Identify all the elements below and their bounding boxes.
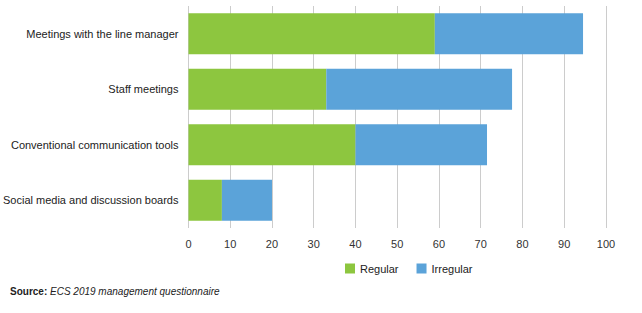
svg-text:50: 50 [391,238,403,250]
svg-text:Irregular: Irregular [432,263,473,275]
svg-text:Staff meetings: Staff meetings [108,83,179,95]
svg-text:40: 40 [349,238,361,250]
svg-text:Social media and discussion bo: Social media and discussion boards [3,194,179,206]
svg-text:60: 60 [433,238,445,250]
svg-text:70: 70 [475,238,487,250]
svg-text:100: 100 [597,238,615,250]
svg-text:Conventional communication too: Conventional communication tools [11,139,179,151]
svg-text:90: 90 [558,238,570,250]
svg-text:10: 10 [224,238,236,250]
svg-text:80: 80 [516,238,528,250]
svg-text:20: 20 [266,238,278,250]
svg-text:Regular: Regular [360,263,399,275]
svg-text:Source:: Source: [10,286,47,297]
svg-text:0: 0 [185,238,191,250]
svg-text:30: 30 [308,238,320,250]
svg-text:ECS 2019 management questionna: ECS 2019 management questionnaire [47,286,220,297]
svg-text:Meetings with the line manager: Meetings with the line manager [26,28,179,40]
